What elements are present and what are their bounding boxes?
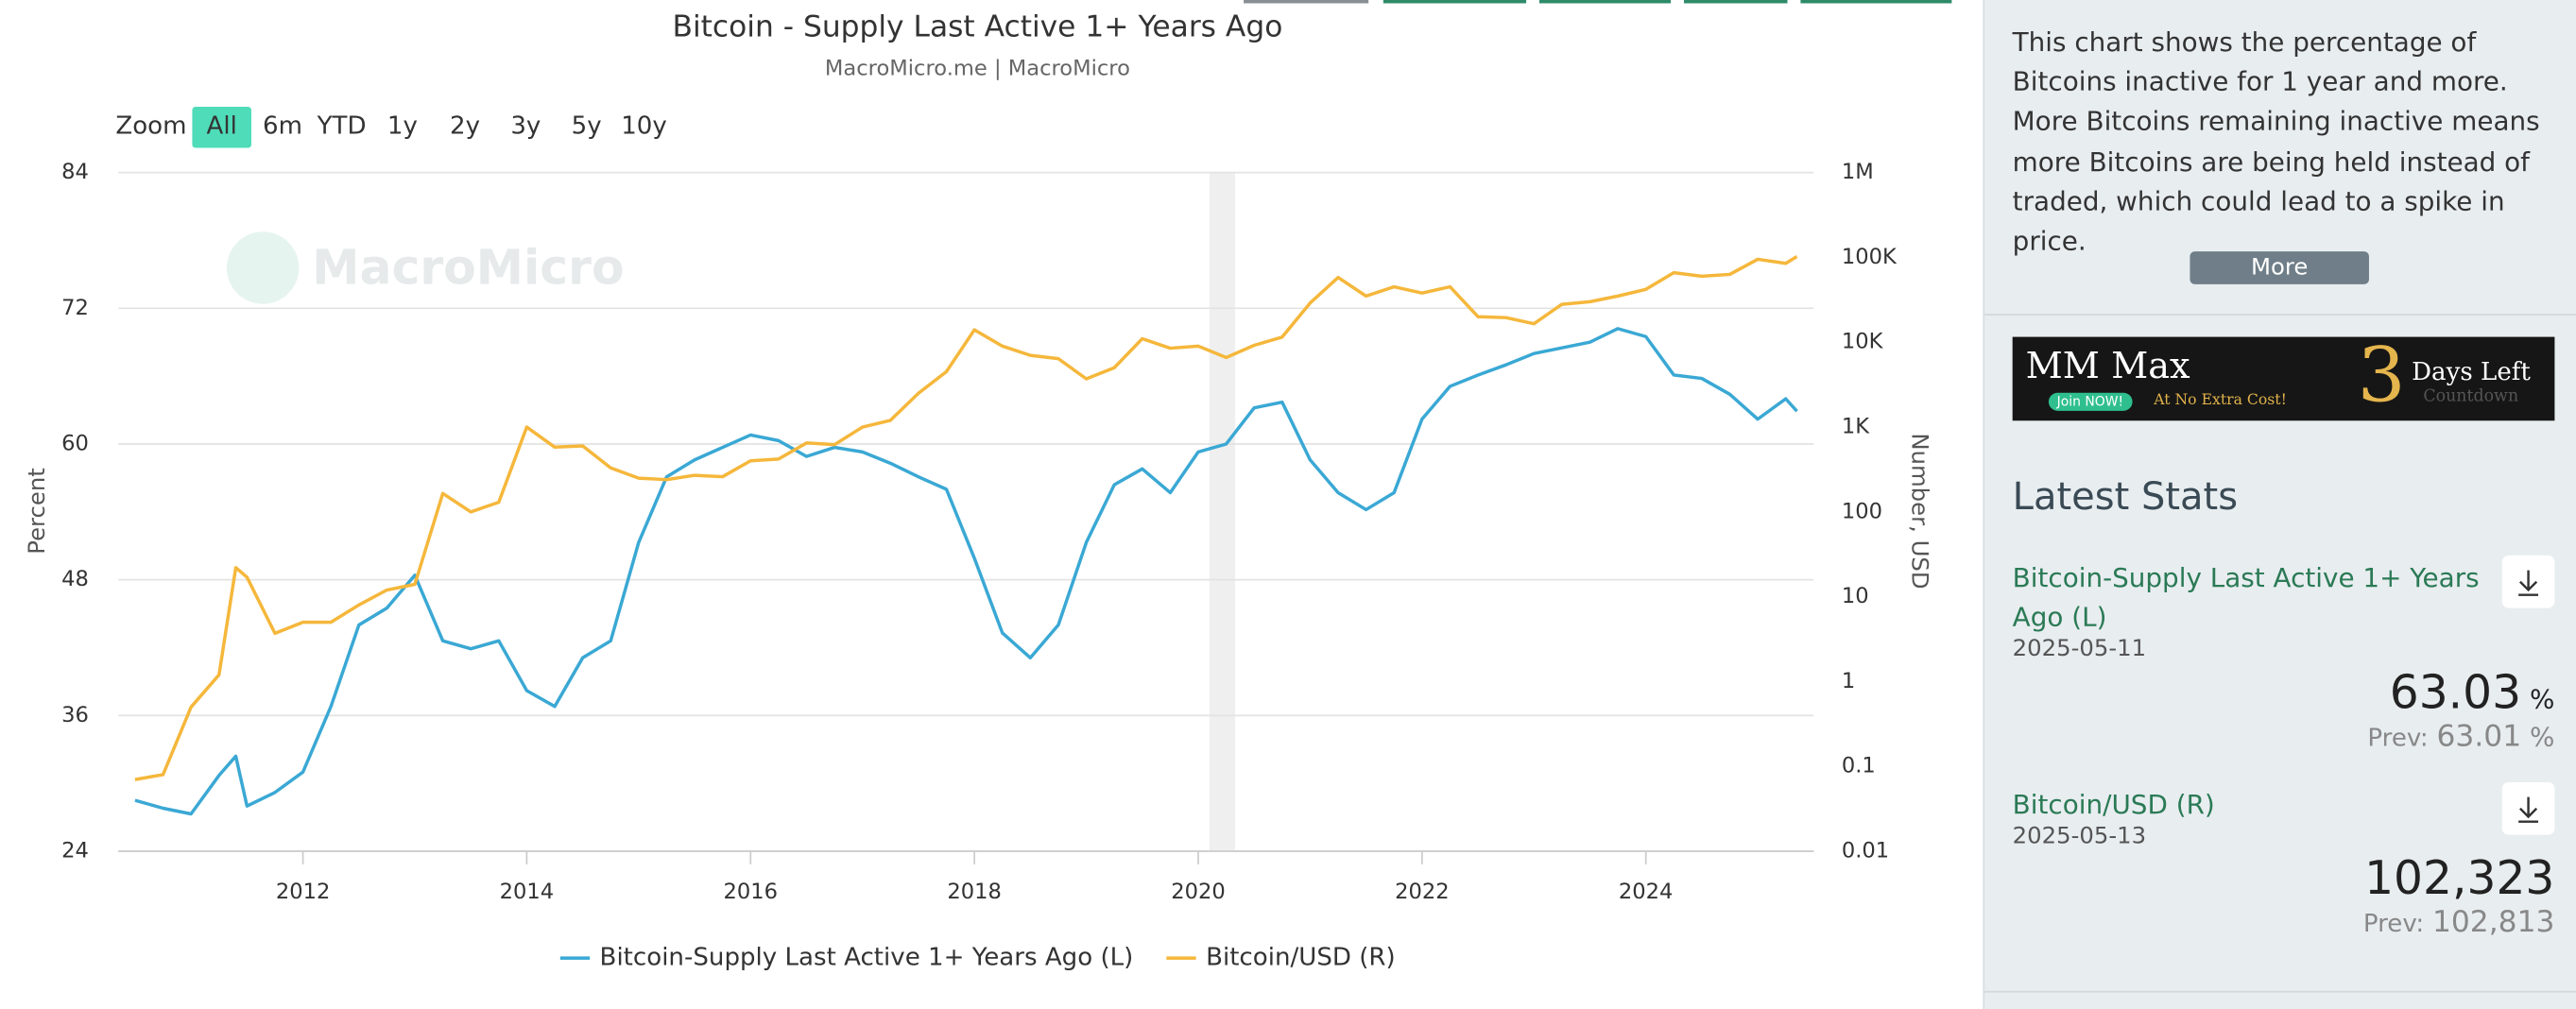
legend-label: Bitcoin/USD (R): [1206, 944, 1396, 972]
stat-prev-label: Prev:: [2362, 908, 2425, 939]
watermark-text: MacroMicro: [312, 239, 624, 295]
stat-unit: %: [2529, 683, 2555, 715]
divider: [1984, 314, 2576, 316]
stat-prev-row: Prev: 63.01 %: [2367, 720, 2554, 755]
chart-title: Bitcoin - Supply Last Active 1+ Years Ag…: [672, 10, 1282, 44]
stat-prev-label: Prev:: [2367, 723, 2429, 753]
x-tick-label: 2024: [1619, 880, 1673, 904]
zoom-button-bg: [192, 107, 251, 148]
y2-tick-label: 100K: [1842, 245, 1898, 269]
ad-cta: Join NOW!: [2048, 392, 2132, 411]
chart: Bitcoin - Supply Last Active 1+ Years Ag…: [23, 0, 1952, 972]
y2-tick-label: 1: [1842, 669, 1855, 693]
y2-tick-label: 100: [1842, 499, 1882, 523]
zoom-button[interactable]: YTD: [317, 111, 367, 140]
ad-caption: Countdown: [2423, 387, 2519, 406]
download-button[interactable]: [2501, 555, 2555, 608]
y-tick-label: 72: [61, 296, 89, 320]
y-tick-label: 48: [61, 567, 89, 591]
x-tick-label: 2022: [1395, 880, 1449, 904]
stat-prev-row: Prev: 102,813: [2363, 905, 2555, 940]
ad-tagline: At No Extra Cost!: [2154, 392, 2287, 410]
download-icon: [2518, 796, 2539, 823]
x-tick-label: 2014: [500, 880, 554, 904]
watermark: MacroMicro: [226, 231, 625, 304]
x-tick-label: 2012: [276, 880, 330, 904]
y-tick-label: 36: [61, 703, 89, 727]
top-tabs: [1244, 0, 1952, 4]
zoom-button[interactable]: 3y: [510, 111, 541, 140]
description: This chart shows the percentage of Bitco…: [2012, 26, 2540, 257]
zoom-button[interactable]: 10y: [621, 111, 667, 140]
stat-value-row: 102,323: [2364, 851, 2554, 905]
zoom-button[interactable]: All: [207, 111, 237, 140]
tab[interactable]: [1244, 0, 1369, 4]
x-tick-label: 2018: [947, 880, 1001, 904]
ad-days: Days Left: [2412, 356, 2531, 386]
stat-prev: 102,813: [2431, 905, 2555, 940]
zoom-label: Zoom: [115, 111, 186, 140]
ad-brand: MM Max: [2025, 347, 2190, 388]
legend-label: Bitcoin-Supply Last Active 1+ Years Ago …: [600, 944, 1134, 972]
zoom-button[interactable]: 6m: [263, 111, 302, 140]
download-icon: [2518, 570, 2539, 596]
stats-title: Latest Stats: [2012, 476, 2239, 520]
stat-date: 2025-05-11: [2012, 636, 2147, 662]
stat-prev: 63.01: [2436, 719, 2522, 755]
download-button[interactable]: [2501, 781, 2555, 835]
stat-name[interactable]: Bitcoin/USD (R): [2012, 788, 2215, 820]
watermark-logo: [226, 231, 300, 304]
tab[interactable]: [1683, 0, 1788, 4]
y2-tick-label: 1M: [1842, 160, 1874, 184]
ad-count: 3: [2357, 336, 2406, 419]
tab[interactable]: [1538, 0, 1672, 4]
tab[interactable]: [1800, 0, 1952, 4]
y2-tick-label: 10: [1842, 584, 1869, 608]
x-tick-label: 2016: [724, 880, 778, 904]
y-tick-label: 84: [61, 160, 89, 184]
y2-tick-label: 0.1: [1842, 754, 1876, 778]
y2-tick-label: 10K: [1842, 330, 1884, 354]
stat-name[interactable]: Bitcoin-Supply Last Active 1+ Years Ago …: [2012, 561, 2480, 633]
sidebar: This chart shows the percentage of Bitco…: [1983, 0, 2576, 1009]
y2-tick-label: 1K: [1842, 415, 1870, 439]
series-line: [134, 327, 1798, 816]
chart-subtitle: MacroMicro.me | MacroMicro: [825, 57, 1130, 81]
stat-value-row: 63.03 %: [2390, 665, 2555, 719]
y2-tick-label: 0.01: [1842, 839, 1889, 864]
ad-banner[interactable]: MM Max Join NOW! At No Extra Cost! 3 Day…: [2012, 336, 2555, 421]
more-button[interactable]: More: [2190, 251, 2369, 284]
legend-item[interactable]: Bitcoin-Supply Last Active 1+ Years Ago …: [559, 944, 1134, 972]
x-tick-label: 2020: [1171, 880, 1225, 904]
stat-date: 2025-05-13: [2012, 823, 2147, 850]
y-axis-label: Percent: [23, 468, 50, 555]
divider: [1984, 990, 2576, 993]
zoom-button[interactable]: 1y: [387, 111, 418, 140]
stat-prev-unit: %: [2529, 721, 2555, 753]
legend-item[interactable]: Bitcoin/USD (R): [1166, 944, 1396, 972]
y2-axis-label: Number, USD: [1907, 433, 1934, 589]
shaded-range: [1209, 172, 1236, 852]
stat-value: 63.03: [2389, 665, 2522, 720]
stat-value: 102,323: [2364, 851, 2555, 906]
tab[interactable]: [1382, 0, 1527, 4]
series-line: [134, 255, 1798, 781]
y-tick-label: 60: [61, 431, 89, 455]
zoom-button[interactable]: 2y: [450, 111, 480, 140]
y-tick-label: 24: [61, 839, 89, 864]
zoom-button[interactable]: 5y: [572, 111, 602, 140]
